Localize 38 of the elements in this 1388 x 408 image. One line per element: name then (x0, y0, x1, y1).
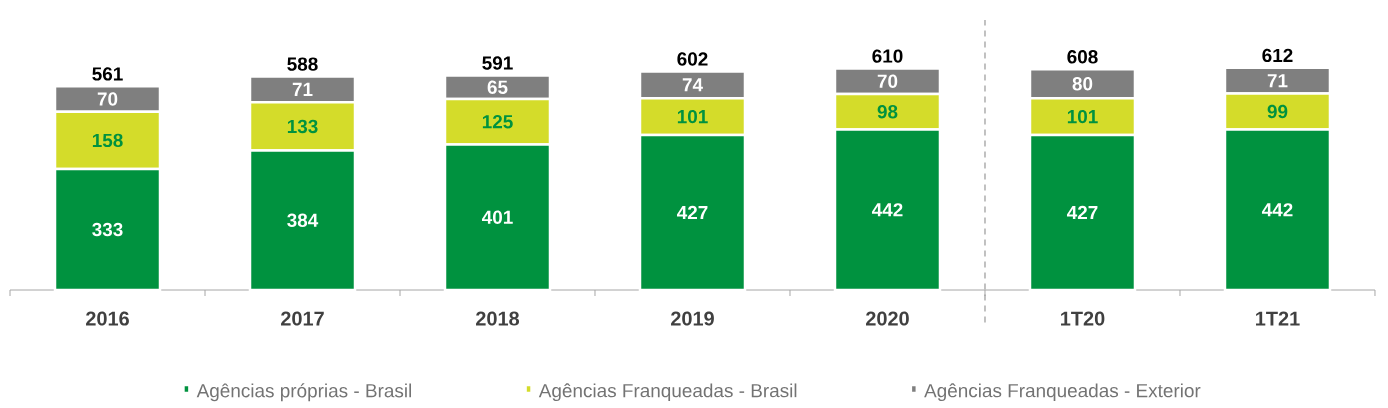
total-label: 602 (677, 52, 708, 66)
data-label: 125 (482, 114, 513, 129)
data-label: 133 (287, 119, 318, 134)
data-label: 333 (92, 222, 123, 237)
data-label: 99 (1267, 104, 1288, 119)
legend-label: Agências Franqueadas - Brasil (538, 383, 797, 402)
data-label: 384 (287, 213, 319, 227)
data-label: 158 (92, 133, 123, 148)
total-label: 610 (872, 49, 903, 63)
x-tick-label: 2016 (86, 311, 129, 326)
total-label: 561 (92, 67, 123, 81)
total-label: 612 (1262, 48, 1293, 63)
data-label: 442 (871, 203, 903, 217)
total-label: 591 (482, 56, 513, 70)
data-label: 427 (1066, 205, 1098, 220)
legend-label: Agências Franqueadas - Exterior (924, 383, 1201, 402)
data-label: 427 (676, 205, 708, 220)
x-tick-label: 2017 (281, 311, 324, 326)
data-label: 442 (1261, 203, 1293, 217)
legend-label: Agências próprias - Brasil (196, 383, 412, 402)
data-label: 74 (682, 78, 703, 92)
x-tick-label: 2018 (476, 311, 520, 326)
data-label: 401 (481, 210, 513, 224)
data-label: 71 (292, 82, 313, 96)
total-label: 588 (287, 57, 318, 71)
data-label: 80 (1072, 77, 1093, 91)
total-label: 608 (1067, 50, 1098, 64)
x-tick-label: 1T21 (1256, 311, 1300, 326)
data-label: 70 (97, 92, 118, 106)
x-tick-label: 2019 (671, 311, 714, 326)
data-label: 101 (1067, 109, 1098, 124)
data-label: 101 (677, 109, 708, 124)
x-tick-label: 2020 (866, 311, 909, 326)
data-label: 65 (487, 80, 508, 94)
x-tick-label: 1T20 (1061, 311, 1105, 326)
data-label: 71 (1267, 74, 1288, 88)
data-label: 70 (877, 74, 898, 88)
data-label: 98 (877, 105, 898, 119)
